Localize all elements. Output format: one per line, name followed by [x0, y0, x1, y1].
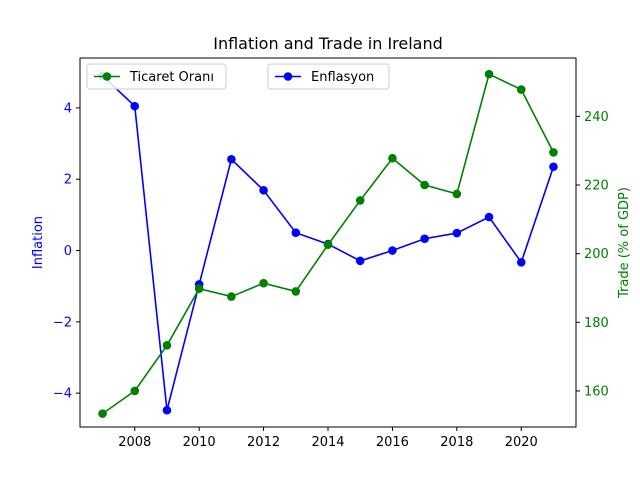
legend-trade: Ticaret Oranı	[86, 63, 227, 90]
left-tick-label: −4	[53, 387, 72, 402]
data-point	[259, 185, 268, 195]
data-point	[420, 234, 429, 244]
data-point	[227, 154, 236, 164]
left-axis-label: Inflation	[31, 216, 46, 269]
legend-label: Enflasyon	[311, 70, 374, 85]
data-point	[98, 409, 107, 418]
right-tick-label: 180	[584, 316, 609, 331]
data-point	[484, 69, 494, 79]
data-point	[388, 246, 397, 255]
series-trade	[98, 69, 558, 418]
data-point	[484, 212, 494, 222]
legend-box	[86, 63, 227, 90]
data-point	[388, 153, 397, 163]
data-point	[420, 180, 429, 190]
x-axis: 2008 2010 2012 2014 2016 2018 2020	[118, 427, 538, 450]
data-point	[452, 228, 462, 238]
data-point	[130, 386, 140, 396]
right-tick-label: 220	[584, 179, 609, 194]
legend-swatch-marker	[283, 72, 293, 81]
x-tick-label: 2010	[183, 435, 216, 450]
x-tick-label: 2020	[505, 435, 538, 450]
right-tick-label: 240	[584, 110, 609, 125]
data-point	[516, 85, 526, 94]
data-point	[291, 287, 301, 296]
data-point	[516, 257, 526, 267]
x-tick-label: 2016	[376, 435, 409, 450]
x-tick-label: 2018	[440, 435, 473, 450]
x-tick-label: 2014	[311, 435, 344, 450]
right-tick-label: 160	[584, 384, 609, 399]
data-point	[162, 341, 172, 350]
right-axis-label: Trade (% of GDP)	[617, 187, 632, 299]
data-point	[130, 101, 140, 111]
left-tick-label: 0	[64, 244, 72, 259]
data-point	[355, 256, 365, 266]
data-point	[452, 189, 462, 199]
data-point	[323, 240, 333, 250]
legend-inflation: Enflasyon	[267, 63, 390, 90]
x-tick-label: 2008	[118, 435, 151, 450]
x-tick-label: 2012	[247, 435, 280, 450]
data-point	[227, 292, 236, 301]
legend-swatch-marker	[102, 72, 112, 81]
data-point	[162, 405, 172, 415]
data-point	[259, 278, 268, 288]
right-axis: 160 180 200 220 240	[576, 110, 609, 399]
left-tick-label: −2	[53, 315, 72, 330]
left-axis: −4 −2 0 2 4	[53, 101, 80, 402]
legend-box	[267, 63, 390, 90]
data-point	[355, 196, 365, 205]
data-point	[549, 148, 558, 157]
left-tick-label: 4	[64, 101, 72, 116]
chart-title: Inflation and Trade in Ireland	[213, 34, 443, 53]
data-point	[291, 228, 301, 237]
left-tick-label: 2	[64, 173, 72, 188]
legend-label: Ticaret Oranı	[129, 70, 214, 85]
right-tick-label: 200	[584, 247, 609, 262]
data-point	[194, 284, 204, 293]
data-point	[549, 162, 558, 172]
